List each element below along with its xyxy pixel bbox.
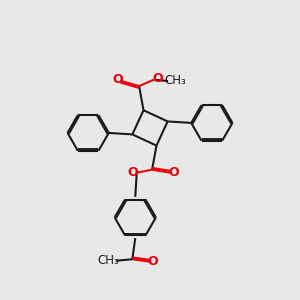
- Text: O: O: [128, 166, 138, 178]
- Text: O: O: [169, 166, 179, 179]
- Text: CH₃: CH₃: [164, 74, 186, 87]
- Text: O: O: [152, 72, 163, 85]
- Text: O: O: [148, 254, 158, 268]
- Text: O: O: [112, 74, 123, 86]
- Text: CH₃: CH₃: [97, 254, 119, 267]
